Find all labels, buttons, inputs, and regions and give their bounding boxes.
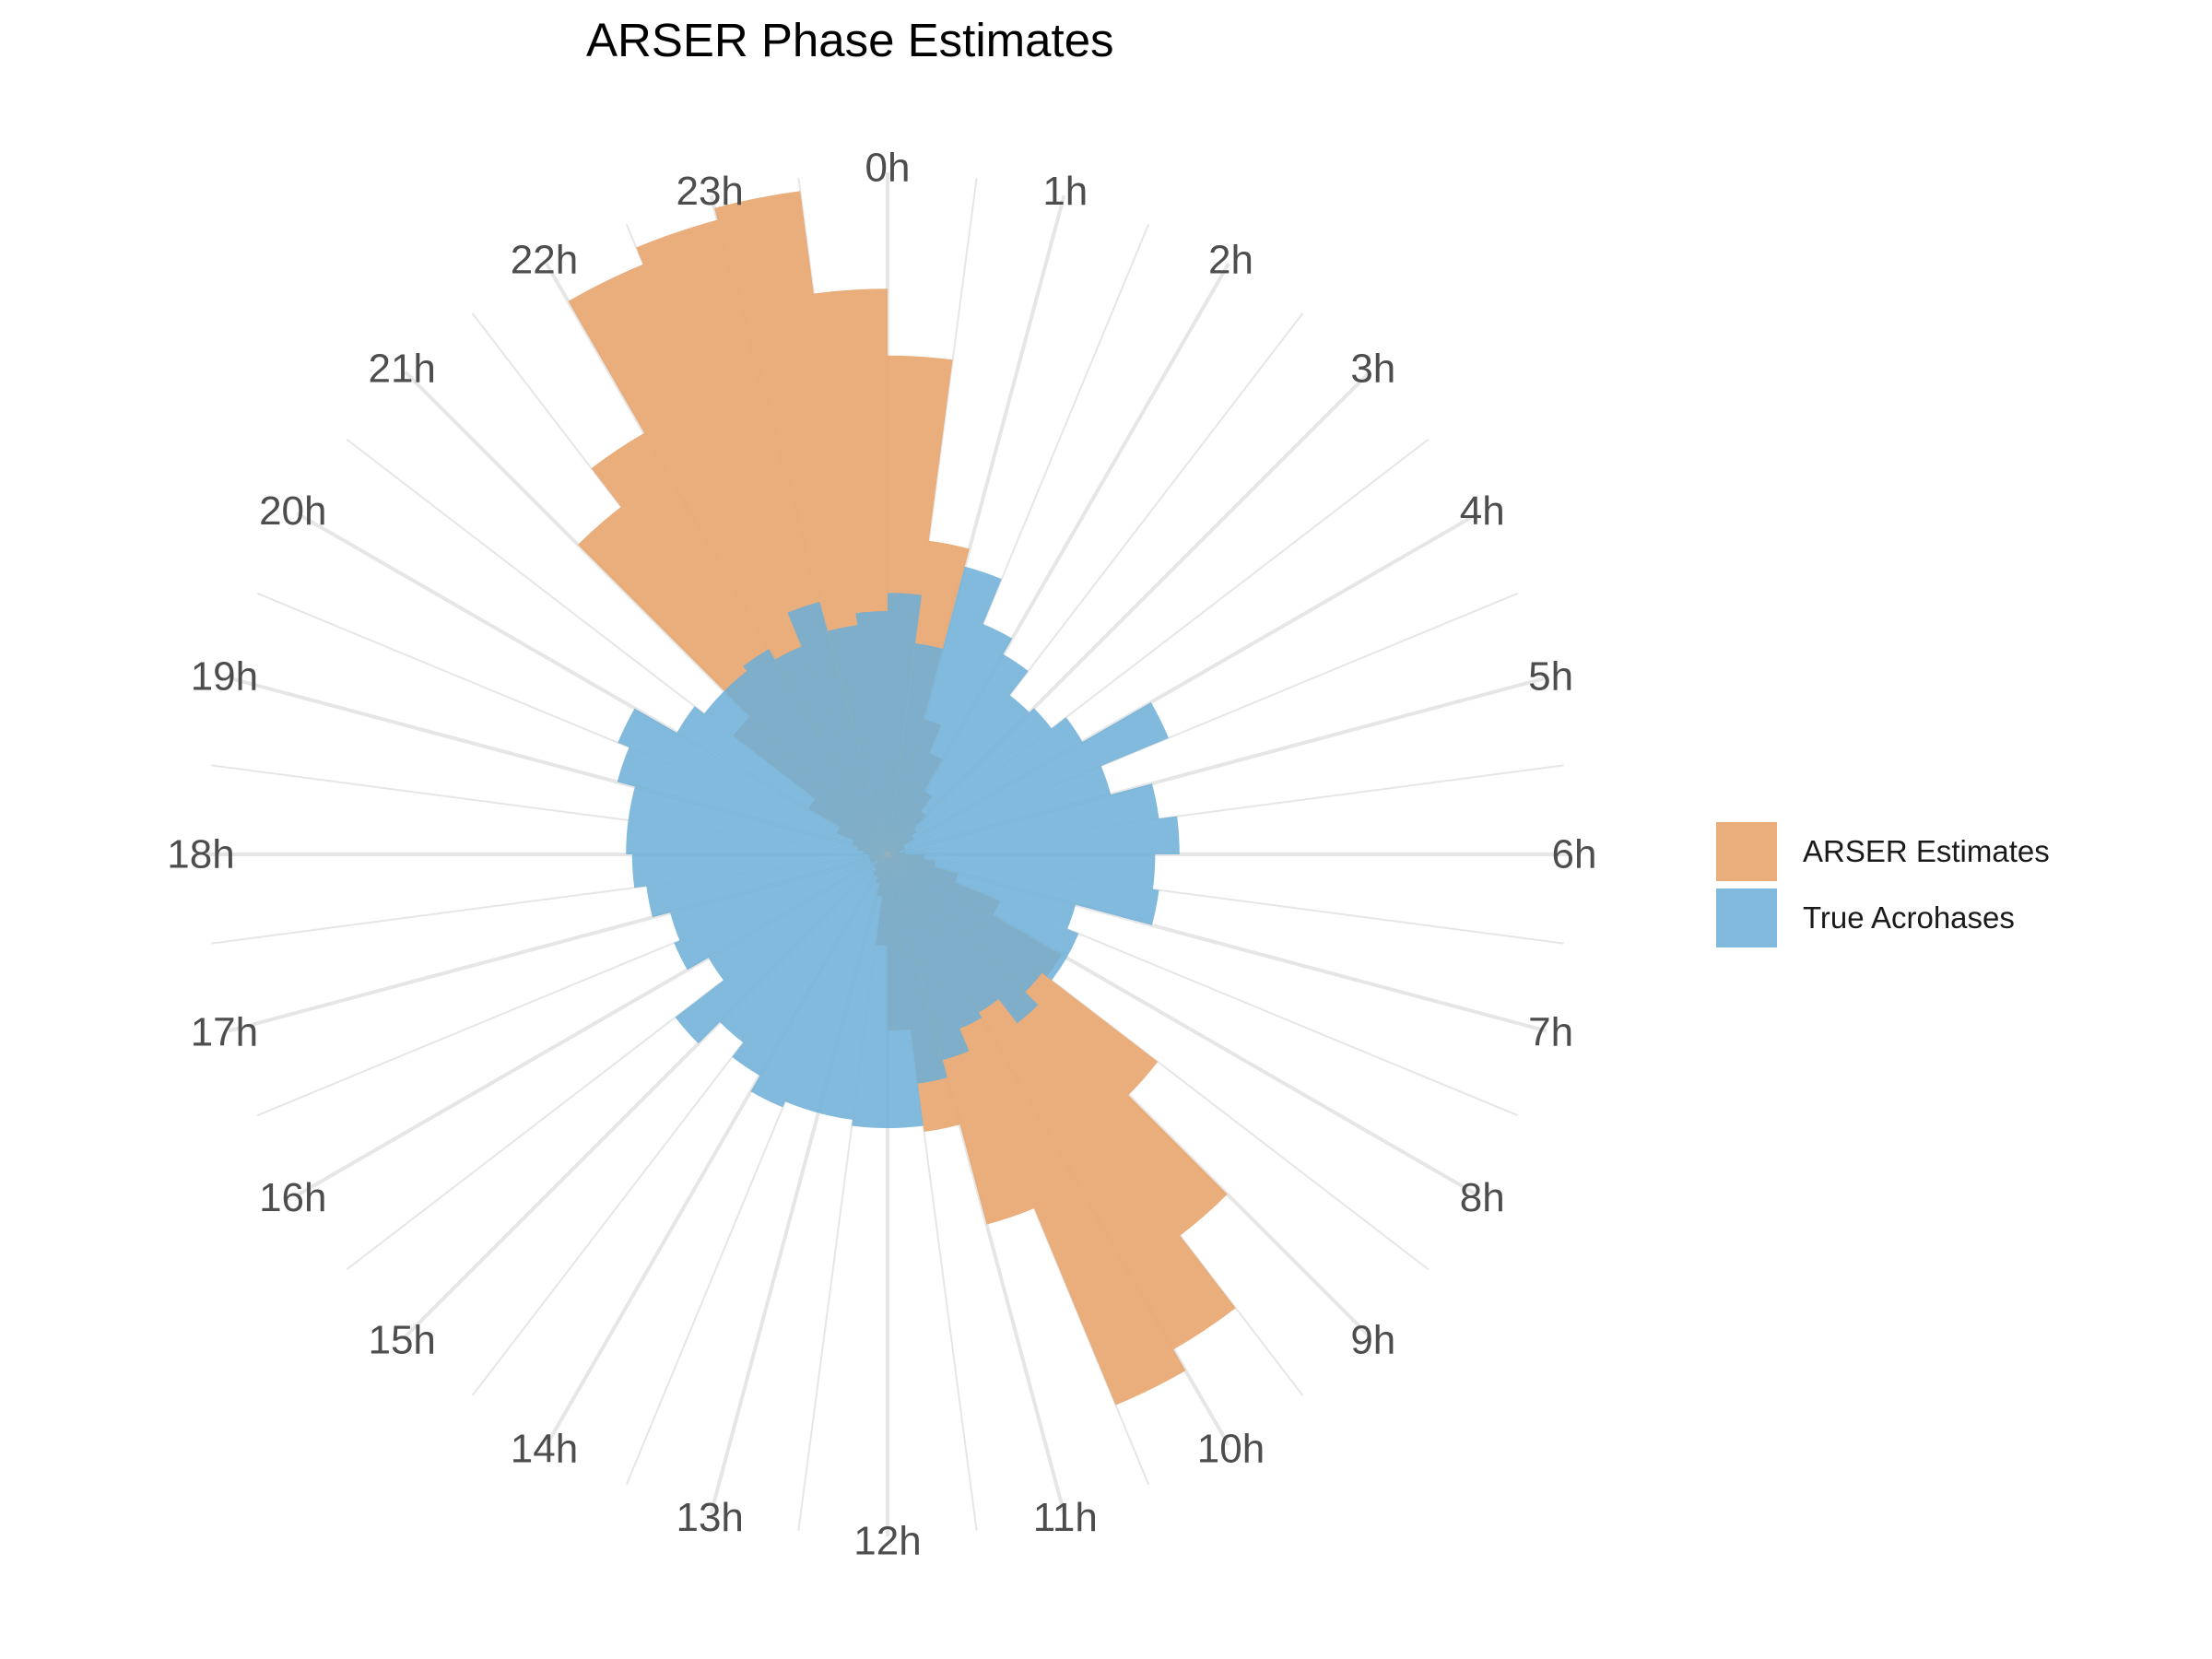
bar-true-acrohases — [724, 671, 888, 854]
tick-label: 8h — [1460, 1175, 1505, 1220]
bar-true-acrohases — [888, 708, 1052, 854]
chart-title: ARSER Phase Estimates — [586, 14, 1114, 66]
bar-true-acrohases — [677, 706, 888, 854]
legend-swatch-true-acrohases — [1716, 888, 1777, 947]
bar-true-acrohases — [888, 643, 943, 854]
bar-true-acrohases — [670, 854, 888, 941]
tick-label: 5h — [1528, 654, 1573, 700]
bar-true-acrohases — [888, 854, 1042, 993]
bar-true-acrohases — [852, 854, 888, 1129]
tick-label: 11h — [1033, 1495, 1098, 1540]
major-grid-line — [296, 512, 888, 856]
bar-true-acrohases — [774, 646, 888, 854]
legend-item-true-acrohases: True Acrohases — [1716, 885, 2050, 951]
tick-label: 19h — [191, 654, 258, 700]
tick-label: 20h — [259, 488, 326, 534]
bar-true-acrohases — [818, 854, 888, 1120]
tick-label: 2h — [1208, 237, 1253, 282]
bar-true-acrohases — [888, 854, 1156, 889]
bar-true-acrohases — [617, 747, 888, 854]
bar-true-acrohases — [631, 854, 888, 888]
bar-true-acrohases — [888, 695, 1030, 854]
legend-swatch-arser-estimates — [1716, 822, 1777, 881]
bar-true-acrohases — [888, 854, 1079, 959]
tick-label: 14h — [511, 1427, 578, 1472]
legend: ARSER Estimates True Acrohases — [1716, 818, 2050, 951]
bar-true-acrohases — [888, 854, 924, 1129]
tick-label: 13h — [676, 1495, 743, 1540]
tick-label: 18h — [167, 832, 234, 877]
bar-true-acrohases — [888, 854, 1067, 981]
major-grid-line — [228, 853, 888, 1033]
bar-true-acrohases — [888, 854, 1159, 925]
bar-true-acrohases — [888, 854, 970, 1061]
bar-true-acrohases — [720, 854, 888, 1043]
bar-true-acrohases — [743, 649, 888, 854]
minor-grid-line — [471, 853, 888, 1396]
minor-grid-line — [887, 853, 1564, 945]
bar-true-acrohases — [888, 566, 1002, 854]
angular-tick-labels: 0h 1h 2h 3h 4h 5h 6h 7h 8h 9h 10h 11h 12h 13h 14h 15h 16… — [167, 146, 1596, 1564]
bar-true-acrohases — [646, 854, 888, 918]
bar-true-acrohases — [828, 625, 888, 854]
series-true-acrohases — [617, 566, 1180, 1129]
tick-label: 9h — [1350, 1317, 1395, 1362]
bar-true-acrohases — [888, 593, 922, 854]
bar-true-acrohases — [888, 816, 1180, 854]
bar-true-acrohases — [888, 854, 947, 1084]
tick-label: 10h — [1197, 1427, 1265, 1472]
tick-label: 22h — [511, 237, 578, 282]
tick-label: 0h — [865, 146, 911, 191]
bar-true-acrohases — [626, 820, 888, 854]
bar-true-acrohases — [888, 854, 999, 1013]
bar-true-acrohases — [888, 717, 1083, 854]
bar-true-acrohases — [888, 854, 1039, 1024]
bar-true-acrohases — [704, 690, 888, 854]
tick-label: 1h — [1042, 169, 1088, 214]
legend-label-arser-estimates: ARSER Estimates — [1803, 834, 2050, 868]
bar-true-acrohases — [674, 854, 888, 971]
tick-label: 6h — [1552, 832, 1597, 877]
bar-true-acrohases — [888, 702, 1169, 854]
tick-label: 12h — [853, 1519, 921, 1564]
bar-true-acrohases — [888, 783, 1159, 854]
tick-label: 21h — [368, 347, 435, 392]
bar-true-acrohases — [732, 854, 888, 1077]
bar-true-acrohases — [888, 854, 982, 1029]
bar-true-acrohases — [708, 854, 888, 981]
tick-label: 3h — [1350, 347, 1395, 392]
tick-label: 16h — [259, 1175, 326, 1220]
bar-true-acrohases — [855, 611, 888, 854]
tick-label: 17h — [191, 1009, 258, 1054]
bar-true-acrohases — [888, 854, 1076, 929]
bar-true-acrohases — [888, 653, 1029, 854]
bar-true-acrohases — [784, 854, 888, 1113]
bar-true-acrohases — [888, 624, 1013, 854]
minor-grid-line — [625, 853, 888, 1486]
tick-label: 7h — [1528, 1009, 1573, 1054]
bar-true-acrohases — [787, 601, 888, 854]
bar-true-acrohases — [888, 766, 1112, 854]
tick-label: 23h — [676, 169, 743, 214]
legend-item-arser-estimates: ARSER Estimates — [1716, 818, 2050, 885]
bar-true-acrohases — [618, 708, 888, 854]
tick-label: 4h — [1460, 488, 1505, 534]
bar-true-acrohases — [675, 854, 888, 1044]
legend-label-true-acrohases: True Acrohases — [1803, 900, 2015, 935]
tick-label: 15h — [368, 1317, 435, 1362]
bar-true-acrohases — [750, 854, 888, 1108]
bar-true-acrohases — [628, 786, 888, 854]
